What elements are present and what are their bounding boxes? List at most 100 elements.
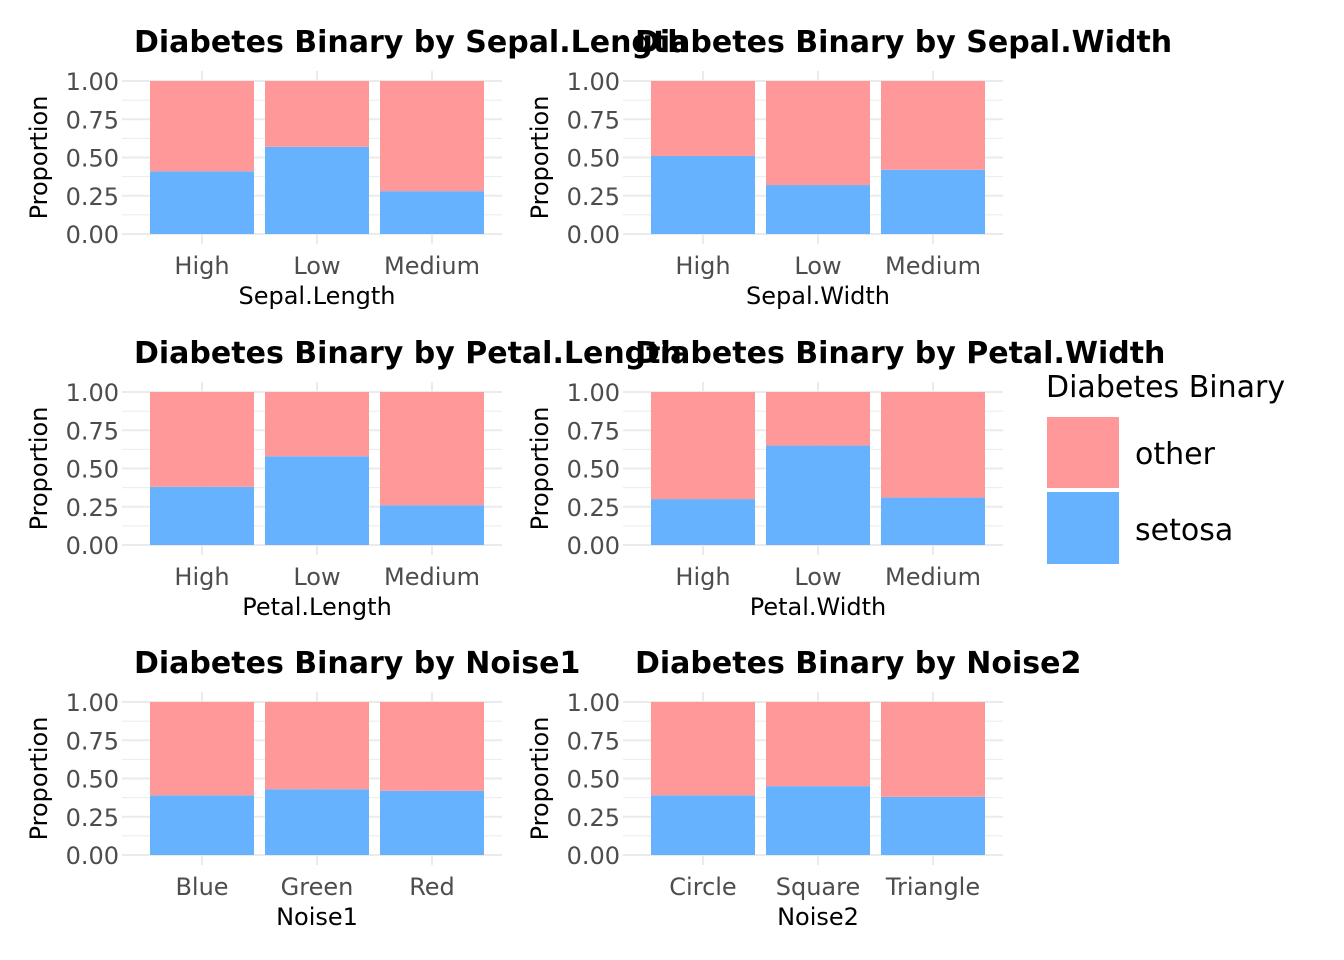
x-tick-label: Square [776, 873, 861, 901]
chart-title: Diabetes Binary by Sepal.Length [134, 25, 689, 60]
bar-other-medium [380, 392, 484, 506]
bar-other-high [651, 392, 755, 500]
bar-other-high [150, 81, 254, 172]
bar-other-red [380, 702, 484, 791]
bar-other-medium [881, 81, 985, 170]
y-tick-label: 0.25 [567, 183, 620, 211]
x-tick-label: Green [281, 873, 354, 901]
bar-setosa-medium [881, 169, 985, 234]
bar-setosa-red [380, 790, 484, 855]
x-tick-label: Red [409, 873, 455, 901]
y-tick-label: 0.25 [567, 804, 620, 832]
panel-3: 0.00 0.25 0.50 0.75 1.00 High Low MediumPetal.L… [25, 336, 682, 621]
bar-other-medium [881, 392, 985, 498]
x-tick-label: Triangle [885, 873, 980, 901]
panel-2: 0.00 0.25 0.50 0.75 1.00 High Low MediumSepal.W… [526, 25, 1172, 310]
y-tick-label: 0.25 [66, 183, 119, 211]
y-tick-label: 0.00 [567, 532, 620, 560]
y-tick-label: 0.00 [66, 842, 119, 870]
bar-setosa-high [651, 155, 755, 234]
y-tick-label: 0.25 [567, 494, 620, 522]
x-axis-label: Petal.Length [242, 593, 392, 621]
legend-label-other: other [1135, 437, 1216, 472]
legend: Diabetes Binary other setosa [1046, 370, 1285, 564]
bar-setosa-low [766, 185, 870, 234]
x-axis-label: Sepal.Width [746, 282, 890, 310]
y-axis-label: Proportion [25, 407, 53, 531]
bar-setosa-low [265, 146, 369, 234]
y-tick-label: 0.25 [66, 804, 119, 832]
x-tick-label: Low [293, 252, 340, 280]
panel-4: 0.00 0.25 0.50 0.75 1.00 High Low MediumPetal.W… [526, 336, 1165, 621]
bar-other-low [766, 392, 870, 446]
x-tick-label: High [675, 252, 730, 280]
y-tick-label: 0.50 [66, 766, 119, 794]
y-tick-label: 0.25 [66, 494, 119, 522]
bar-setosa-low [265, 456, 369, 545]
bar-other-low [265, 392, 369, 457]
panel-5: 0.00 0.25 0.50 0.75 1.00 Blue Green Red Noise1 Pr… [25, 646, 580, 931]
y-tick-label: 1.00 [66, 689, 119, 717]
x-tick-label: Medium [885, 252, 981, 280]
x-tick-label: High [174, 563, 229, 591]
x-tick-label: High [675, 563, 730, 591]
y-tick-label: 0.75 [567, 417, 620, 445]
bar-other-square [766, 702, 870, 787]
panel-1: 0.00 0.25 0.50 0.75 1.00 High Low MediumSepal.L… [25, 25, 689, 310]
y-tick-label: 0.75 [66, 417, 119, 445]
y-axis-label: Proportion [526, 717, 554, 841]
y-tick-label: 1.00 [567, 68, 620, 96]
bar-setosa-medium [380, 191, 484, 234]
bar-setosa-blue [150, 795, 254, 855]
y-tick-label: 0.75 [567, 727, 620, 755]
bar-setosa-high [150, 171, 254, 234]
bar-setosa-high [651, 499, 755, 545]
y-tick-label: 0.00 [567, 842, 620, 870]
y-tick-label: 0.50 [66, 456, 119, 484]
y-tick-label: 0.00 [66, 221, 119, 249]
x-tick-label: Medium [384, 563, 480, 591]
chart-title: Diabetes Binary by Petal.Width [635, 336, 1165, 371]
x-axis-label: Noise1 [276, 903, 358, 931]
x-tick-label: Blue [175, 873, 228, 901]
legend-swatch-setosa [1047, 492, 1119, 564]
bar-other-high [150, 392, 254, 487]
x-tick-label: Circle [669, 873, 736, 901]
bar-other-blue [150, 702, 254, 796]
bar-setosa-triangle [881, 796, 985, 855]
y-tick-label: 1.00 [567, 379, 620, 407]
chart-title: Diabetes Binary by Noise1 [134, 646, 580, 681]
y-tick-label: 1.00 [567, 689, 620, 717]
chart-title: Diabetes Binary by Noise2 [635, 646, 1081, 681]
y-tick-label: 0.00 [66, 532, 119, 560]
x-axis-label: Petal.Width [750, 593, 887, 621]
x-tick-label: Low [794, 563, 841, 591]
y-axis-label: Proportion [526, 407, 554, 531]
bar-setosa-low [766, 445, 870, 545]
y-tick-label: 0.50 [567, 456, 620, 484]
y-tick-label: 0.50 [567, 145, 620, 173]
y-tick-label: 0.50 [66, 145, 119, 173]
bar-other-high [651, 81, 755, 156]
x-axis-label: Sepal.Length [238, 282, 395, 310]
x-tick-label: High [174, 252, 229, 280]
panel-6: 0.00 0.25 0.50 0.75 1.00 Circle Square Triangle… [526, 646, 1081, 931]
y-axis-label: Proportion [526, 96, 554, 220]
x-tick-label: Medium [384, 252, 480, 280]
bar-other-green [265, 702, 369, 790]
bar-setosa-circle [651, 795, 755, 855]
bar-setosa-green [265, 789, 369, 855]
x-tick-label: Medium [885, 563, 981, 591]
y-axis-label: Proportion [25, 96, 53, 220]
chart-title: Diabetes Binary by Petal.Length [134, 336, 682, 371]
bar-other-medium [380, 81, 484, 192]
bar-other-low [265, 81, 369, 147]
y-tick-label: 0.75 [567, 106, 620, 134]
x-tick-label: Low [293, 563, 340, 591]
legend-label-setosa: setosa [1135, 513, 1233, 548]
x-axis-label: Noise2 [777, 903, 859, 931]
legend-title: Diabetes Binary [1046, 370, 1285, 405]
y-tick-label: 0.50 [567, 766, 620, 794]
bar-setosa-square [766, 786, 870, 855]
